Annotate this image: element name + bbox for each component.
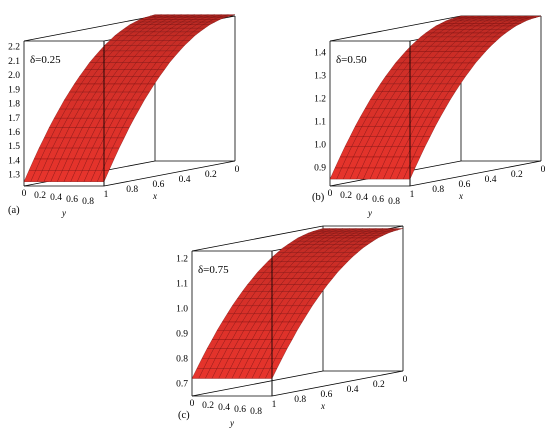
z-tick-label: 1.0 <box>176 305 188 315</box>
x-tick-label: 0 <box>403 375 408 385</box>
x-tick-label: 0.6 <box>152 180 164 190</box>
y-tick-label: 0.6 <box>372 195 384 205</box>
box-edge <box>103 160 236 187</box>
z-tick-label: 2.0 <box>8 71 20 81</box>
x-tick-label: 0.8 <box>432 185 444 195</box>
box-edge <box>23 15 156 42</box>
delta-annotation: δ=0.75 <box>198 264 229 276</box>
y-tick-label: 0 <box>190 399 195 409</box>
z-tick-label: 0.7 <box>176 380 188 390</box>
x-tick-label: 0.2 <box>511 170 523 180</box>
z-tick-label: 1.2 <box>314 95 326 105</box>
surface-mesh <box>329 15 542 180</box>
x-tick-label: 0 <box>541 165 546 175</box>
y-axis-label: y <box>229 418 234 428</box>
x-tick-label: 0.2 <box>373 380 385 390</box>
z-tick-label: 1.9 <box>8 85 20 95</box>
x-tick-label: 0 <box>235 165 240 175</box>
z-tick-label: 1.3 <box>314 72 326 82</box>
y-tick-label: 0.6 <box>66 195 78 205</box>
delta-annotation: δ=0.25 <box>30 54 61 66</box>
y-tick-label: 0.4 <box>50 193 62 203</box>
surface-panel-b: 0.9 1.0 1.1 1.2 1.3 1.4 0 0.2 0.4 0.6 0.8 y 1 0.8 0.6 0… <box>312 15 546 218</box>
x-tick-label: 0.6 <box>320 390 332 400</box>
x-axis-label: x <box>320 401 325 411</box>
y-tick-label: 0.2 <box>340 191 352 201</box>
z-tick-label: 2.1 <box>8 57 20 67</box>
x-tick-label: 1 <box>272 400 277 410</box>
y-tick-label: 0 <box>22 189 27 199</box>
z-tick-label: 1.1 <box>176 280 188 290</box>
y-tick-label: 0.2 <box>34 191 46 201</box>
z-tick-label: 1.5 <box>8 142 20 152</box>
x-tick-label: 1 <box>104 190 109 200</box>
box-edge <box>191 370 324 397</box>
z-tick-label: 0.9 <box>176 330 188 340</box>
y-axis-label: y <box>61 208 66 218</box>
x-tick-label: 0.4 <box>179 175 191 185</box>
y-tick-label: 0.8 <box>250 407 262 417</box>
x-axis-label: x <box>152 191 157 201</box>
surface-mesh <box>191 228 404 379</box>
panel-label: (b) <box>312 192 325 203</box>
box-edge <box>409 160 542 187</box>
y-tick-label: 0.4 <box>356 193 368 203</box>
panel-label: (c) <box>178 410 190 421</box>
z-tick-label: 1.8 <box>8 100 20 110</box>
box-edge <box>329 15 462 42</box>
y-tick-label: 0.2 <box>202 401 214 411</box>
z-tick-label: 1.2 <box>176 255 188 265</box>
z-tick-label: 1.4 <box>314 49 326 59</box>
x-tick-label: 0.8 <box>294 395 306 405</box>
x-axis-label: x <box>458 191 463 201</box>
surface-panel-c: 0.7 0.8 0.9 1.0 1.1 1.2 0 0.2 0.4 0.6 0.8 y 1 0.8 0.6 0… <box>176 225 408 428</box>
y-axis-label: y <box>367 208 372 218</box>
z-tick-label: 0.9 <box>314 164 326 174</box>
z-tick-label: 0.8 <box>176 355 188 365</box>
x-tick-label: 0.8 <box>126 185 138 195</box>
z-tick-label: 2.2 <box>8 43 20 53</box>
x-tick-label: 0.2 <box>205 170 217 180</box>
x-tick-label: 1 <box>410 190 415 200</box>
box-edge <box>271 370 404 397</box>
y-tick-label: 0.8 <box>388 197 400 207</box>
y-tick-label: 0.4 <box>218 403 230 413</box>
x-tick-label: 0.6 <box>458 180 470 190</box>
delta-annotation: δ=0.50 <box>336 54 367 66</box>
z-tick-label: 1.6 <box>8 128 20 138</box>
z-tick-label: 1.0 <box>314 141 326 151</box>
surface-mesh <box>23 14 236 182</box>
panel-label: (a) <box>8 205 20 216</box>
y-tick-label: 0 <box>328 189 333 199</box>
y-tick-label: 0.6 <box>234 405 246 415</box>
z-tick-label: 1.3 <box>8 171 20 181</box>
x-tick-label: 0.4 <box>485 175 497 185</box>
y-tick-label: 0.8 <box>82 197 94 207</box>
z-tick-label: 1.4 <box>8 156 20 166</box>
box-edge <box>191 225 324 252</box>
x-tick-label: 0.4 <box>347 385 359 395</box>
z-tick-label: 1.7 <box>8 114 20 124</box>
surface-panel-a: 1.3 1.4 1.5 1.6 1.7 1.8 1.9 2.0 2.1 2.2 0 0.2 0.4 0.6… <box>8 14 240 218</box>
z-tick-label: 1.1 <box>314 118 326 128</box>
